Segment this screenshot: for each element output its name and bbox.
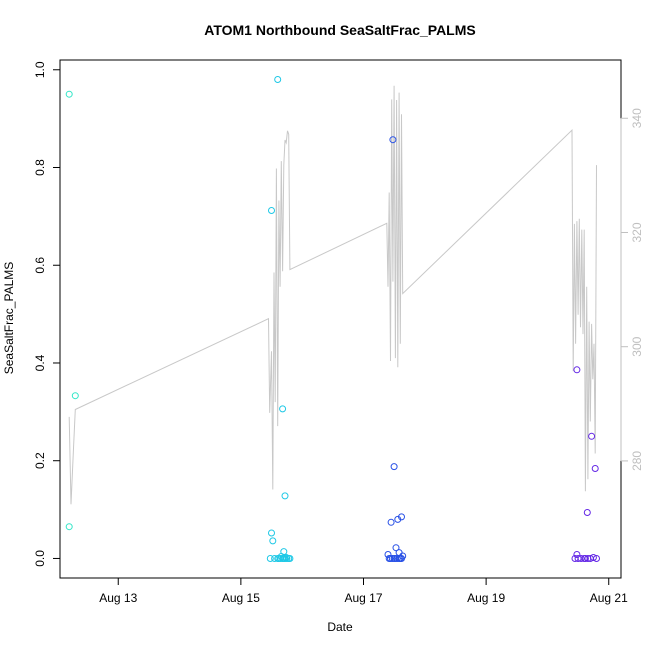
right-axis-series-line (68, 85, 597, 505)
right-tick-label: 280 (630, 451, 644, 471)
right-tick-label: 340 (630, 108, 644, 128)
data-point-series-2 (282, 554, 290, 561)
data-point-series-4 (589, 554, 597, 561)
right-axis-line-layer (68, 85, 597, 505)
points-layer (65, 76, 600, 562)
data-point-series-4 (573, 366, 581, 374)
data-point-series-4 (591, 465, 599, 472)
data-point-series-2 (269, 537, 277, 545)
y-tick-label: 0.6 (33, 257, 47, 274)
data-point-series-1 (65, 90, 73, 98)
x-axis-label: Date (327, 620, 353, 634)
x-tick-label: Aug 13 (99, 591, 137, 605)
data-point-series-4 (593, 555, 600, 562)
data-point-series-1 (71, 392, 79, 400)
y-tick-label: 1.0 (33, 61, 47, 78)
y-axis-label: SeaSaltFrac_PALMS (2, 262, 16, 375)
data-point-series-2 (281, 492, 289, 500)
x-tick-label: Aug 21 (590, 591, 628, 605)
data-point-series-3 (387, 518, 395, 526)
data-point-series-4 (588, 432, 596, 440)
data-point-series-3 (395, 549, 403, 557)
data-point-series-2 (286, 555, 294, 562)
data-point-series-3 (392, 544, 400, 552)
data-point-series-4 (573, 551, 581, 558)
y-tick-label: 0.0 (33, 550, 47, 567)
data-point-series-4 (581, 555, 589, 562)
y-tick-label: 0.4 (33, 354, 47, 371)
right-tick-label: 300 (630, 336, 644, 356)
data-point-series-2 (279, 405, 287, 413)
y-tick-label: 0.8 (33, 159, 47, 176)
chart-title: ATOM1 Northbound SeaSaltFrac_PALMS (204, 22, 475, 38)
data-point-series-4 (577, 555, 585, 562)
data-point-series-2 (266, 555, 274, 562)
data-point-series-4 (583, 509, 591, 516)
axes-layer: Aug 13 Aug 15 Aug 17 Aug 19 Aug 21 0.0 0.2 0.4 0… (33, 61, 644, 605)
x-tick-label: Aug 19 (467, 591, 505, 605)
data-point-series-2 (277, 553, 285, 560)
x-tick-label: Aug 17 (344, 591, 382, 605)
x-tick-label: Aug 15 (222, 591, 260, 605)
plot-frame (59, 59, 622, 579)
data-point-series-1 (65, 523, 73, 531)
data-point-series-2 (268, 207, 275, 214)
y-tick-label: 0.2 (33, 452, 47, 469)
data-point-series-3 (398, 513, 405, 521)
data-point-series-2 (274, 76, 282, 83)
data-point-series-2 (268, 529, 275, 537)
data-point-series-3 (389, 136, 397, 144)
right-tick-label: 320 (630, 222, 644, 242)
data-point-series-2 (281, 555, 289, 562)
data-point-series-3 (390, 463, 398, 471)
